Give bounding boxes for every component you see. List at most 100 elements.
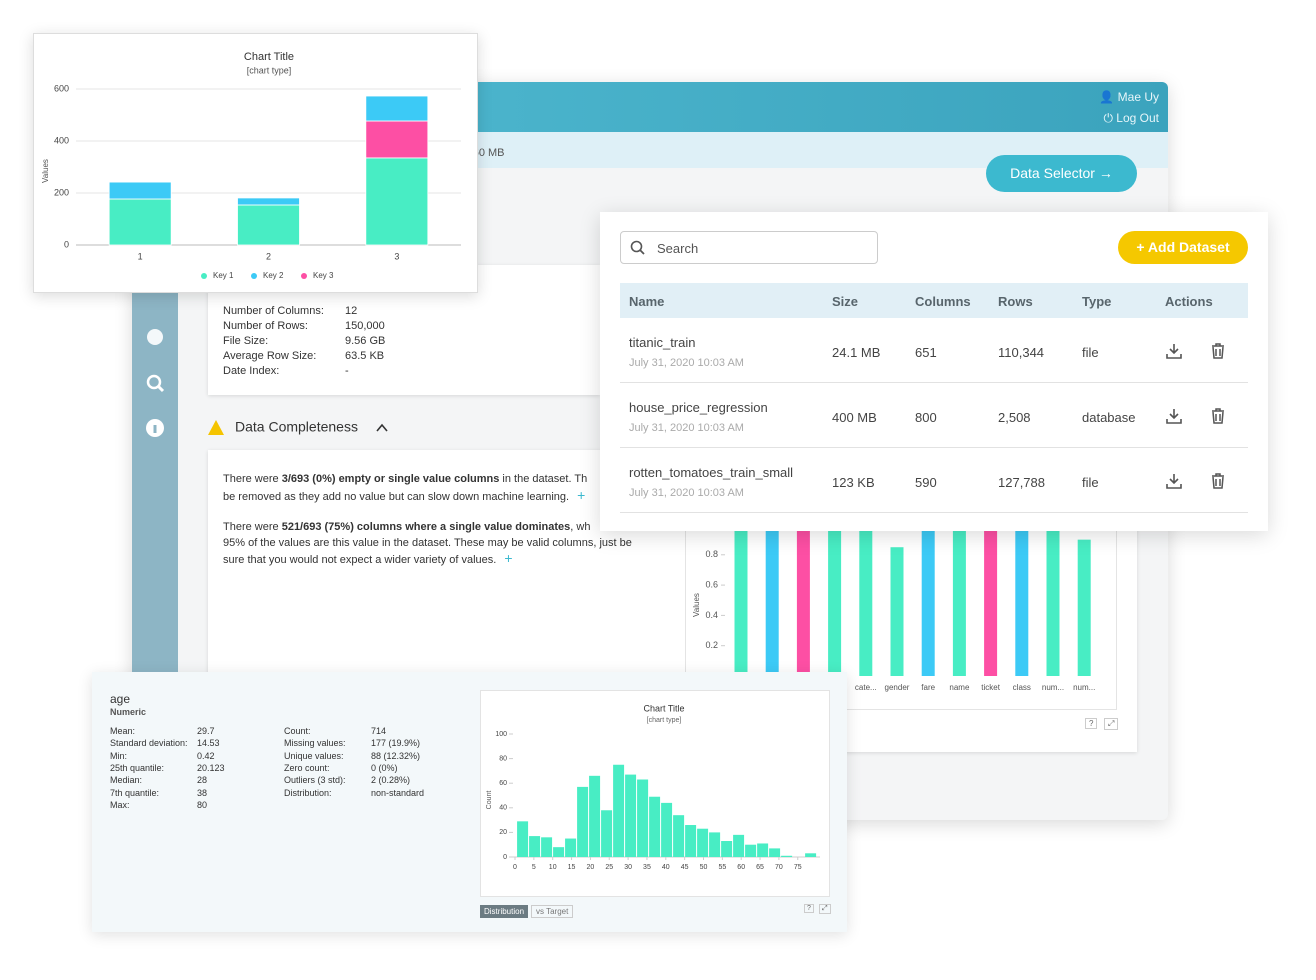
histogram-bar — [781, 855, 793, 857]
stat-label: Zero count: — [284, 762, 330, 773]
chevron[interactable] — [376, 423, 388, 432]
x-tick-label: class — [1013, 683, 1031, 692]
tab[interactable]: vs Target — [531, 905, 574, 918]
histogram-bar — [673, 815, 685, 857]
expand-button[interactable]: ⤢ — [819, 904, 831, 914]
cell: 800 — [915, 410, 937, 425]
legend-label: Key 1 — [213, 271, 234, 280]
stat-label: Unique values: — [284, 750, 344, 761]
stat-label: Min: — [110, 750, 128, 761]
download-icon[interactable] — [1166, 409, 1182, 424]
sidebar-icons — [146, 329, 165, 437]
tab[interactable]: Distribution — [480, 905, 529, 918]
chart-title: Chart Title — [244, 51, 294, 63]
bar — [796, 524, 810, 676]
y-tick-label: 600 — [54, 83, 69, 93]
data-selector-button[interactable]: Data Selector → — [986, 155, 1137, 192]
expand-button[interactable]: ⤢ — [1104, 718, 1119, 730]
stat-value: non-standard — [371, 787, 425, 798]
expand-plus: + — [577, 486, 586, 503]
x-tick-label: 3 — [394, 251, 399, 261]
text-bold: 3/693 (0%) empty or single value columns — [281, 473, 500, 485]
search-icon-handle — [156, 384, 165, 393]
x-tick-label: 50 — [700, 864, 708, 871]
column-header: Type — [1082, 294, 1112, 309]
search-icon — [630, 240, 645, 255]
histogram-bar — [601, 810, 613, 857]
x-tick-label: gender — [885, 683, 910, 692]
search-icon[interactable] — [146, 374, 162, 390]
add-dataset-button[interactable]: + Add Dataset — [1118, 231, 1248, 264]
stat-value: 29.7 — [197, 726, 215, 736]
dataset-name[interactable]: rotten_tomatoes_train_small — [629, 465, 794, 480]
delete-icon[interactable] — [1212, 343, 1224, 359]
cell: 127,788 — [998, 475, 1045, 490]
cell: file — [1082, 345, 1099, 360]
paragraph: There were 521/693 (75%) columns where a… — [223, 520, 683, 569]
dataset-name[interactable]: titanic_train — [629, 335, 696, 350]
cell: 123 KB — [832, 475, 875, 490]
bar — [890, 547, 904, 676]
x-tick-label: 40 — [662, 864, 670, 871]
histogram-bar — [805, 853, 817, 857]
x-tick-label: ticket — [981, 683, 1000, 692]
cloud-icon[interactable] — [147, 329, 163, 345]
y-tick-label: 200 — [54, 187, 69, 197]
info-label: Number of Columns: — [223, 305, 324, 317]
histogram-bar — [529, 836, 541, 857]
histogram-bar — [745, 844, 757, 857]
text: There were — [223, 473, 282, 485]
logout[interactable]: ⏻ Log Out — [1103, 111, 1159, 125]
info-value: 9.56 GB — [345, 335, 386, 347]
histogram-bar — [769, 848, 781, 857]
bar — [921, 524, 935, 676]
x-tick-label: 10 — [549, 864, 557, 871]
bar — [1015, 524, 1029, 676]
expand-plus: + — [504, 550, 513, 566]
x-tick-label: 1 — [138, 251, 143, 261]
x-tick-label: 0 — [513, 864, 517, 871]
y-axis-label: Values — [41, 159, 50, 183]
column-chart: Values 0.2 0.4 0.6 0.8 cate... gender fare name t… — [692, 524, 1095, 692]
x-tick-label: 70 — [775, 864, 783, 871]
x-tick-label: 35 — [643, 864, 651, 871]
histogram-bar — [721, 841, 733, 857]
delete-icon[interactable] — [1212, 473, 1224, 489]
help-button[interactable]: ? — [1085, 718, 1098, 729]
user-name[interactable]: 👤 Mae Uy — [1099, 90, 1159, 104]
stat-label: Median: — [110, 775, 143, 786]
y-tick-label: 0.8 — [705, 549, 718, 559]
help-button[interactable]: ? — [804, 904, 814, 913]
x-tick-label: 55 — [718, 864, 726, 871]
stat-value: 177 (19.9%) — [371, 738, 421, 749]
download-icon[interactable] — [1166, 344, 1182, 359]
x-tick-label: num... — [1073, 683, 1095, 692]
histogram-bar — [565, 838, 577, 857]
histogram-bar — [517, 821, 529, 857]
cell: 24.1 MB — [832, 345, 881, 360]
feature-panel: age Numeric Distribution vs Target ? ⤢ M… — [92, 672, 847, 932]
action-icons — [1166, 408, 1224, 424]
x-tick-label: 30 — [624, 864, 632, 871]
x-tick-label: 60 — [737, 864, 745, 871]
text: be removed as they add no value but can … — [223, 490, 570, 503]
stat-label: Mean: — [110, 726, 136, 736]
download-icon[interactable] — [1166, 474, 1182, 489]
delete-icon[interactable] — [1212, 408, 1224, 424]
info-value: - — [345, 365, 349, 377]
search-box[interactable]: Search — [620, 231, 878, 264]
y-tick-label: 40 — [499, 805, 507, 812]
bar-segment — [237, 204, 300, 246]
table-row: titanic_train July 31, 2020 10:03 AM 24.1 … — [620, 318, 1248, 383]
bar — [1046, 524, 1060, 676]
chart-subtitle: [chart type] — [247, 65, 292, 75]
stat-label: Outliers (3 std): — [284, 775, 346, 786]
y-tick-label: 0.2 — [705, 640, 718, 650]
y-tick-label: 60 — [499, 780, 507, 787]
actions — [1165, 342, 1235, 365]
x-tick-label: 65 — [756, 864, 764, 871]
info-label: Date Index: — [223, 365, 280, 377]
column-header: Actions — [1165, 294, 1213, 309]
bar-segment — [108, 181, 172, 200]
dataset-name[interactable]: house_price_regression — [629, 400, 768, 415]
